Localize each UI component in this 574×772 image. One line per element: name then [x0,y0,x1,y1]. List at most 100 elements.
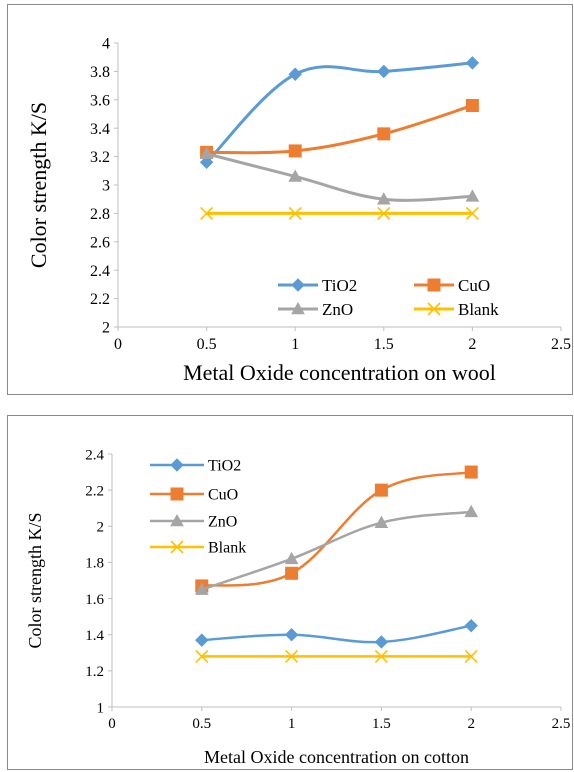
legend-entry-tio2: TiO2 [150,458,241,475]
y-tick-label: 2.4 [85,447,104,463]
legend-entry-cuo: CuO [150,487,238,504]
data-point-zno [284,551,299,565]
data-point-tio2 [374,635,389,649]
legend-marker-blank [170,540,184,554]
x-tick-label: 1.5 [374,336,394,353]
x-tick-label: 2.5 [551,336,571,353]
x-tick-label: 2 [468,336,476,353]
series-cuo [200,98,479,159]
data-point-blank [465,206,479,220]
legend-label: ZnO [322,300,353,319]
data-point-tio2 [464,618,478,633]
series-line-cuo [201,470,472,588]
data-point-tio2 [465,56,480,70]
data-point-zno [288,169,303,182]
data-point-zno [464,504,479,518]
x-tick-label: 2.5 [552,716,571,732]
legend-marker-zno [291,301,305,315]
x-tick-label: 0.5 [192,716,211,732]
series-line-cuo [206,104,473,155]
legend-label: CuO [458,276,490,295]
legend-label: TiO2 [208,458,241,475]
legend-label: Blank [458,300,499,319]
y-tick-label: 2.2 [85,483,104,499]
y-tick-label: 3.4 [90,121,110,138]
x-tick-label: 0.5 [197,336,217,353]
legend-label: TiO2 [322,276,357,295]
data-point-blank [195,649,209,663]
data-point-tio2 [195,633,209,647]
series-zno [199,146,480,205]
series-line-tio2 [205,61,473,164]
y-tick-label: 2 [102,320,110,337]
x-tick-label: 0 [108,716,116,732]
series-cuo [195,465,478,593]
legend-label: Blank [208,540,246,557]
data-point-blank [285,649,299,663]
y-tick-label: 3.6 [90,92,110,109]
legend-label: ZnO [208,514,237,531]
data-point-cuo [465,98,479,112]
legend-marker-cuo [427,278,441,292]
series-tio2 [199,56,480,169]
y-tick-label: 4 [102,36,110,53]
legend-marker-tio2 [170,458,184,472]
data-point-blank [288,206,302,220]
legend-entry-zno: ZnO [278,300,353,319]
series-zno [194,504,479,595]
x-axis-title: Metal Oxide concentration on cotton [204,747,469,767]
legend-entry-tio2: TiO2 [278,276,357,295]
legend-marker-cuo [170,487,184,501]
y-axis-title: Color strength K/S [26,102,51,268]
data-point-zno [465,189,480,202]
data-point-tio2 [288,67,302,81]
y-tick-label: 1.8 [85,556,104,572]
y-tick-label: 1 [97,700,105,716]
data-point-zno [376,192,391,205]
data-point-zno [194,582,209,595]
legend-marker-blank [427,302,441,316]
data-point-cuo [464,465,478,479]
series-blank [195,649,478,663]
y-tick-label: 3.8 [90,64,110,81]
data-point-blank [377,206,391,220]
data-point-zno [199,146,214,160]
y-tick-label: 3 [102,178,110,195]
cotton-chart-panel: 1 1.2 1.4 1.6 1.8 2 2.2 2.4 0 0.5 1 1.5 2 2.5 Metal Ox… [7,415,573,770]
data-point-cuo [288,144,302,158]
legend-entry-zno: ZnO [150,514,237,531]
x-tick-label: 2 [467,716,475,732]
data-point-blank [374,649,388,663]
y-tick-label: 2.2 [90,291,110,308]
series-blank [200,206,479,220]
legend-entry-blank: Blank [414,300,499,319]
series-line-tio2 [201,624,472,644]
data-point-tio2 [199,155,214,169]
y-tick-label: 3.2 [90,149,110,166]
y-axis-title: Color strength K/S [25,512,45,648]
data-point-zno [374,515,389,528]
legend-marker-tio2 [291,278,305,292]
y-tick-label: 2.8 [90,206,110,223]
series-tio2 [195,618,478,649]
y-tick-label: 1.2 [85,664,104,680]
data-point-tio2 [377,64,391,79]
y-tick-label: 2 [97,520,105,536]
data-point-blank [200,206,214,220]
series-line-zno [201,510,472,591]
y-tick-label: 1.6 [85,592,104,608]
x-tick-label: 1 [291,336,299,353]
cotton-chart: 1 1.2 1.4 1.6 1.8 2 2.2 2.4 0 0.5 1 1.5 2 2.5 Metal Ox… [25,447,571,767]
wool-chart: 2 2.2 2.4 2.6 2.8 3 3.2 3.4 3.6 3.8 4 0 0.5 1 1.5 2 2.5 M… [26,36,571,385]
data-point-cuo [377,127,391,141]
legend-marker-zno [170,513,184,527]
data-point-cuo [374,483,388,497]
wool-chart-panel: 2 2.2 2.4 2.6 2.8 3 3.2 3.4 3.6 3.8 4 0 0.5 1 1.5 2 2.5 M… [7,4,573,395]
legend-label: CuO [208,487,238,504]
series-line-zno [206,152,473,202]
data-point-tio2 [284,628,299,642]
legend-entry-blank: Blank [150,540,246,557]
data-point-blank [464,649,478,663]
x-tick-label: 0 [114,336,122,353]
x-axis-title: Metal Oxide concentration on wool [183,360,496,385]
